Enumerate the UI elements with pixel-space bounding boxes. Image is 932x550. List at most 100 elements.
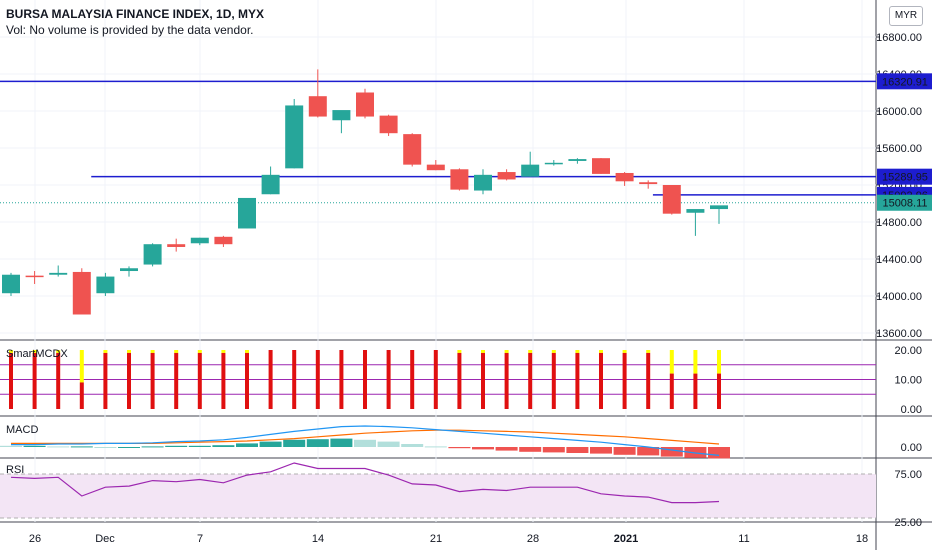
mcdx-red-bar	[717, 373, 721, 409]
mcdx-red-bar	[528, 352, 533, 409]
mcdx-red-bar	[79, 382, 84, 409]
candle-down[interactable]	[308, 96, 327, 117]
candle-down[interactable]	[214, 236, 233, 245]
candle-down[interactable]	[167, 244, 186, 247]
mcdx-yellow-bar	[150, 350, 155, 353]
macd-line	[11, 425, 720, 456]
candle-down[interactable]	[615, 172, 634, 182]
candle-down[interactable]	[403, 134, 422, 165]
mcdx-yellow-bar	[669, 350, 674, 374]
mcdx-yellow-bar	[103, 350, 108, 353]
mcdx-red-bar	[150, 352, 155, 409]
mcdx-yellow-bar	[127, 350, 131, 353]
mcdx-red-bar	[268, 350, 273, 409]
candle-up[interactable]	[143, 244, 162, 265]
rsi-label[interactable]: RSI	[6, 464, 25, 476]
smartmcdx-label[interactable]: SmartMCDX	[6, 348, 68, 360]
candle-up[interactable]	[2, 274, 20, 294]
macd-y-tick-label: 0.00	[901, 442, 922, 454]
candle-up[interactable]	[710, 205, 728, 210]
macd-histogram-bar	[401, 444, 424, 447]
mcdx-yellow-bar	[221, 350, 226, 353]
macd-histogram-bar	[424, 446, 447, 448]
candle-up[interactable]	[686, 209, 705, 213]
macd-histogram-bar	[354, 439, 376, 447]
mcdx-red-bar	[669, 373, 674, 409]
x-tick-label: 14	[312, 533, 324, 545]
mcdx-yellow-bar	[693, 350, 698, 374]
y-tick-label: 13600.00	[876, 328, 922, 340]
rsi-y-tick-label: 25.00	[894, 517, 922, 529]
candle-down[interactable]	[379, 115, 398, 134]
mcdx-red-bar	[292, 350, 297, 409]
macd-histogram-bar	[94, 447, 117, 448]
candle-up[interactable]	[96, 276, 115, 294]
mcdx-yellow-bar	[717, 350, 721, 374]
mcdx-yellow-bar	[174, 350, 179, 353]
mcdx-yellow-bar	[646, 350, 651, 353]
candle-up[interactable]	[120, 268, 138, 272]
candle-up[interactable]	[544, 162, 563, 165]
candle-up[interactable]	[521, 164, 540, 177]
candle-up[interactable]	[261, 174, 280, 195]
candle-down[interactable]	[592, 158, 610, 174]
x-tick-label: 26	[29, 533, 41, 545]
candle-up[interactable]	[285, 105, 304, 169]
last-price-badge	[877, 194, 932, 211]
x-tick-label: 7	[197, 533, 203, 545]
macd-histogram-bar	[566, 447, 589, 453]
macd-histogram-bar	[141, 446, 164, 448]
candle-down[interactable]	[426, 164, 445, 171]
candle-down[interactable]	[450, 169, 469, 190]
mcdx-red-bar	[457, 352, 462, 409]
currency-button[interactable]: MYR	[889, 6, 923, 26]
candle-down[interactable]	[72, 271, 91, 315]
macd-histogram-bar	[70, 446, 93, 448]
y-tick-label: 16800.00	[876, 32, 922, 44]
macd-histogram-bar	[259, 441, 282, 447]
mcdx-red-bar	[56, 352, 61, 409]
mcdx-red-bar	[433, 350, 438, 409]
x-tick-label: 11	[738, 533, 749, 545]
macd-histogram-bar	[542, 447, 565, 453]
chart-title: BURSA MALAYSIA FINANCE INDEX, 1D, MYX	[6, 7, 265, 21]
mcdx-red-bar	[197, 352, 202, 409]
mcdx-yellow-bar	[481, 350, 485, 353]
candle-up[interactable]	[238, 197, 256, 229]
macd-histogram-bar	[330, 438, 353, 447]
macd-histogram-bar	[448, 447, 471, 449]
mcdx-yellow-bar	[575, 350, 580, 353]
mcdx-red-bar	[174, 352, 179, 409]
candle-down[interactable]	[639, 182, 658, 185]
candle-down[interactable]	[356, 92, 374, 117]
mcdx-red-bar	[410, 350, 415, 409]
macd-histogram-bar	[212, 445, 235, 447]
candle-up[interactable]	[332, 110, 351, 121]
candle-up[interactable]	[568, 159, 587, 161]
mcdx-red-bar	[646, 352, 651, 409]
mcdx-yellow-bar	[457, 350, 462, 353]
candle-up[interactable]	[190, 237, 209, 244]
mcdx-red-bar	[127, 352, 131, 409]
mcdx-yellow-bar	[197, 350, 202, 353]
macd-histogram-bar	[165, 445, 188, 447]
x-tick-label: 21	[430, 533, 442, 545]
mcdx-yellow-bar	[245, 350, 249, 353]
mcdx-yellow-bar	[622, 350, 627, 353]
macd-histogram-bar	[472, 447, 494, 450]
mcdx-yellow-bar	[528, 350, 533, 353]
mcdx-y-tick-label: 10.00	[894, 375, 922, 387]
price-label-text: 15289.95	[882, 172, 928, 184]
candle-down[interactable]	[662, 185, 681, 214]
mcdx-yellow-bar	[551, 350, 556, 353]
mcdx-yellow-bar	[32, 350, 37, 353]
mcdx-yellow-bar	[504, 350, 509, 353]
macd-histogram-bar	[118, 447, 140, 448]
mcdx-red-bar	[693, 373, 698, 409]
candle-up[interactable]	[474, 174, 492, 191]
candle-up[interactable]	[49, 272, 68, 275]
macd-label[interactable]: MACD	[6, 424, 39, 436]
candle-down[interactable]	[497, 172, 516, 180]
candle-down[interactable]	[25, 275, 44, 278]
